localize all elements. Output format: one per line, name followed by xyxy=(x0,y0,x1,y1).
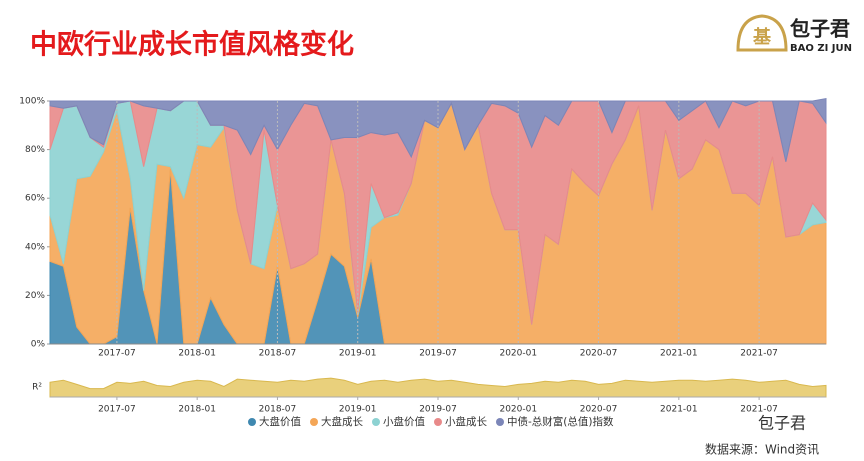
legend-label: 小盘成长 xyxy=(445,415,487,428)
legend-swatch xyxy=(372,418,380,426)
x-tick-label: 2019-01 xyxy=(339,349,377,359)
y-tick-label: 20% xyxy=(25,291,45,301)
y-axis-label: R² xyxy=(32,383,42,393)
y-tick-label: 0% xyxy=(31,340,46,350)
x-tick-label: 2020-01 xyxy=(499,349,537,359)
x-tick-label: 2019-07 xyxy=(419,405,457,415)
x-tick-label: 2018-07 xyxy=(259,349,297,359)
y-tick-label: 60% xyxy=(25,194,45,204)
legend-swatch xyxy=(248,418,256,426)
legend-swatch xyxy=(434,418,442,426)
logo-icon xyxy=(736,14,788,52)
x-tick-label: 2021-01 xyxy=(660,405,698,415)
x-tick-label: 2018-07 xyxy=(259,405,297,415)
x-tick-label: 2021-07 xyxy=(740,405,778,415)
x-tick-label: 2018-01 xyxy=(178,405,216,415)
source: 数据来源：Wind资讯 xyxy=(705,442,819,457)
x-tick-label: 2020-07 xyxy=(580,405,618,415)
x-tick-label: 2020-07 xyxy=(580,349,618,359)
legend-label: 大盘成长 xyxy=(321,415,363,428)
logo-glyph: 基 xyxy=(752,26,772,48)
watermark: 包子君 xyxy=(758,414,806,433)
x-tick-label: 2018-01 xyxy=(178,349,216,359)
x-tick-label: 2017-07 xyxy=(98,405,136,415)
logo-name: 包子君 xyxy=(790,17,850,41)
legend-swatch xyxy=(496,418,504,426)
logo: 基 包子君 BAO ZI JUN xyxy=(736,14,852,54)
x-tick-label: 2019-01 xyxy=(339,405,377,415)
page-title: 中欧行业成长市值风格变化 xyxy=(30,29,354,61)
x-tick-label: 2020-01 xyxy=(499,405,537,415)
y-tick-label: 100% xyxy=(19,97,45,107)
legend-label: 中债-总财富(总值)指数 xyxy=(507,415,614,428)
y-tick-label: 80% xyxy=(25,145,45,155)
x-tick-label: 2017-07 xyxy=(98,349,136,359)
legend-label: 小盘价值 xyxy=(383,415,425,428)
logo-pinyin: BAO ZI JUN xyxy=(790,43,852,54)
x-tick-label: 2021-01 xyxy=(660,349,698,359)
legend-label: 大盘价值 xyxy=(259,415,301,428)
area xyxy=(49,377,827,398)
legend-swatch xyxy=(310,418,318,426)
x-tick-label: 2021-07 xyxy=(740,349,778,359)
y-tick-label: 40% xyxy=(25,242,45,252)
x-tick-label: 2019-07 xyxy=(419,349,457,359)
area xyxy=(49,97,827,162)
